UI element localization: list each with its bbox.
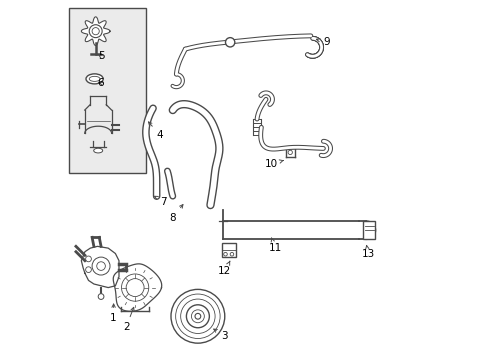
Text: 1: 1: [110, 304, 117, 323]
Text: 11: 11: [268, 238, 281, 253]
Text: 8: 8: [169, 204, 183, 222]
Ellipse shape: [94, 148, 102, 153]
Circle shape: [171, 289, 224, 343]
Bar: [69, 8, 145, 173]
Polygon shape: [113, 264, 162, 311]
Text: 7: 7: [154, 196, 167, 207]
Circle shape: [92, 257, 110, 275]
Polygon shape: [81, 17, 110, 45]
Bar: [362, 221, 375, 239]
Text: 10: 10: [264, 159, 283, 169]
Text: 12: 12: [218, 261, 231, 276]
Bar: [222, 243, 235, 257]
Text: 5: 5: [98, 51, 104, 61]
Polygon shape: [81, 246, 119, 288]
Text: 6: 6: [98, 78, 104, 88]
Text: 2: 2: [122, 307, 134, 332]
Text: 4: 4: [148, 122, 163, 140]
Circle shape: [89, 25, 102, 38]
Text: 9: 9: [316, 37, 329, 47]
Circle shape: [98, 294, 104, 300]
Text: 3: 3: [213, 329, 227, 341]
Circle shape: [85, 267, 91, 273]
Text: 13: 13: [361, 246, 374, 258]
Ellipse shape: [86, 74, 103, 84]
Circle shape: [85, 256, 91, 262]
Circle shape: [225, 38, 234, 47]
